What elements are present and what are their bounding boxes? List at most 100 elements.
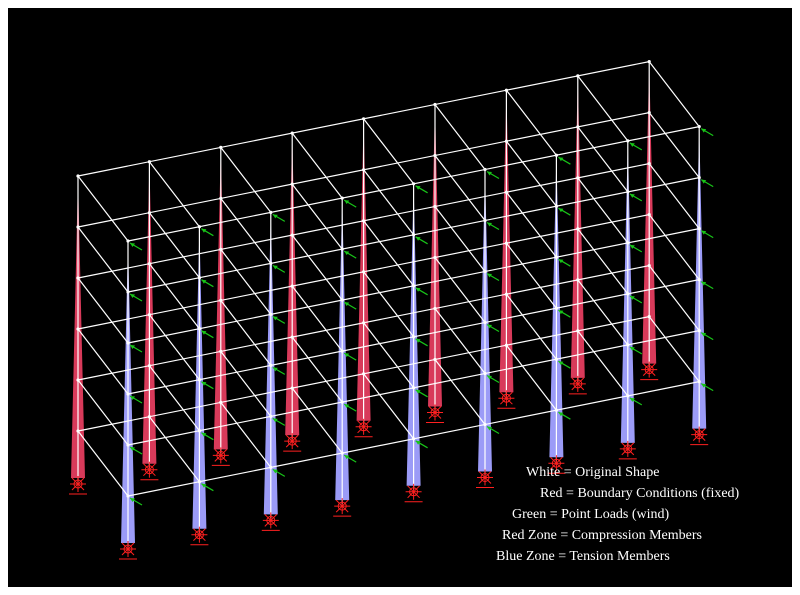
cross-beam-member — [363, 271, 415, 338]
joint-node — [626, 190, 630, 194]
joint-node — [647, 264, 651, 268]
cross-beam-member — [505, 89, 557, 156]
joint-node — [412, 386, 416, 390]
joint-node — [126, 443, 130, 447]
point-load-arrowhead — [415, 236, 421, 241]
joint-node — [433, 204, 437, 209]
point-load-arrowhead — [344, 404, 350, 409]
fixed-support-icon — [690, 426, 709, 446]
point-load-arrowhead — [629, 346, 635, 351]
joint-node — [340, 451, 344, 455]
render-viewport: White = Original Shape Red = Boundary Co… — [8, 8, 792, 587]
joint-node — [554, 255, 559, 259]
fixed-support-icon — [211, 447, 230, 466]
cross-beam-member — [148, 161, 200, 228]
joint-node — [554, 357, 559, 361]
joint-node — [647, 315, 651, 319]
fixed-support-icon — [404, 483, 423, 503]
point-loads — [129, 128, 714, 506]
joint-node — [147, 415, 151, 419]
joint-node — [290, 284, 294, 288]
joint-node — [340, 196, 344, 200]
point-load-arrowhead — [558, 412, 564, 417]
cross-beam-member — [434, 308, 486, 374]
point-load-arrowhead — [701, 281, 707, 286]
cross-beam-member — [648, 316, 700, 382]
cross-beam-member — [220, 198, 272, 264]
cross-beam-member — [577, 279, 629, 346]
cross-beam-member — [77, 277, 129, 344]
joint-node — [362, 117, 366, 121]
cross-beam-member — [148, 416, 200, 483]
joint-node — [576, 329, 580, 333]
joint-node — [626, 343, 630, 347]
point-load-arrowhead — [344, 302, 350, 307]
joint-node — [504, 343, 508, 347]
joint-node — [362, 168, 366, 172]
joint-node — [433, 102, 437, 107]
joint-node — [269, 414, 273, 418]
point-load-arrowhead — [629, 295, 635, 300]
joint-node — [76, 276, 80, 280]
fixed-support-icon — [618, 440, 637, 460]
joint-node — [576, 278, 580, 282]
point-load-arrowhead — [130, 243, 135, 247]
joint-node — [197, 429, 201, 433]
cross-beam-member — [577, 75, 629, 142]
joint-node — [269, 465, 273, 469]
point-load-arrowhead — [272, 316, 278, 321]
joint-node — [269, 363, 273, 367]
point-load-arrowhead — [130, 345, 135, 349]
joint-node — [626, 241, 630, 245]
point-load-arrowhead — [415, 338, 421, 343]
fixed-support-icon — [283, 433, 302, 452]
point-load-arrowhead — [415, 389, 421, 394]
joint-node — [647, 111, 651, 115]
joint-node — [76, 429, 80, 433]
joint-node — [647, 213, 651, 217]
joint-node — [197, 378, 201, 382]
joint-node — [412, 182, 416, 186]
joint-node — [362, 270, 366, 274]
joint-node — [76, 174, 80, 178]
joint-node — [126, 494, 130, 498]
joint-node — [697, 227, 701, 231]
fixed-support-icon — [119, 541, 137, 560]
joint-node — [219, 145, 223, 149]
joint-node — [290, 131, 294, 135]
point-load-arrowhead — [701, 332, 707, 337]
joint-node — [697, 380, 701, 384]
cross-beam-member — [291, 132, 343, 199]
joint-node — [126, 290, 130, 294]
point-load-arrowhead — [629, 193, 635, 198]
cross-beam-member — [434, 257, 486, 323]
joint-node — [340, 349, 344, 353]
cross-beam-member — [291, 234, 343, 301]
joint-node — [483, 167, 487, 172]
cross-beam-member — [220, 351, 272, 417]
point-load-arrowhead — [415, 287, 421, 292]
joint-node — [504, 190, 508, 194]
legend: White = Original Shape Red = Boundary Co… — [488, 462, 788, 567]
point-load-arrowhead — [558, 208, 564, 213]
joint-node — [340, 400, 344, 404]
joint-node — [504, 241, 508, 245]
joint-node — [76, 378, 80, 382]
point-load-arrowhead — [701, 230, 707, 235]
joint-node — [433, 153, 437, 158]
fixed-support-icon — [640, 361, 659, 381]
point-load-arrowhead — [487, 171, 492, 176]
joint-node — [219, 349, 223, 353]
cross-beam-member — [648, 112, 700, 178]
legend-tension-members: Blue Zone = Tension Members — [496, 549, 670, 564]
point-load-arrowhead — [272, 367, 278, 372]
joint-node — [126, 341, 130, 345]
joint-node — [647, 162, 651, 166]
cross-beam-member — [648, 265, 700, 331]
joint-node — [197, 327, 201, 331]
cross-beam-member — [577, 126, 629, 193]
joint-node — [626, 292, 630, 296]
joint-node — [290, 335, 294, 339]
joint-node — [197, 480, 201, 484]
legend-boundary-conditions: Red = Boundary Conditions (fixed) — [540, 486, 740, 501]
